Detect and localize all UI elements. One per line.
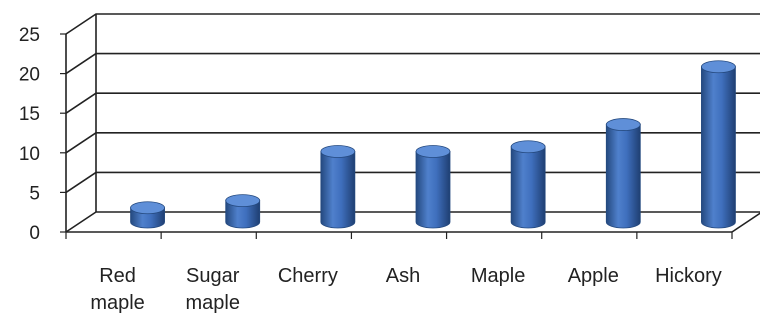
bar-body: [225, 200, 261, 229]
bar: [130, 201, 165, 229]
x-category-label: Cherry: [278, 265, 338, 287]
gridline: [65, 171, 760, 194]
x-category-label: Hickory: [655, 265, 722, 287]
bar-top: [415, 145, 451, 158]
bar-top: [320, 145, 356, 158]
bar-body: [701, 66, 736, 229]
bar-body: [510, 146, 546, 229]
x-category-label: Apple: [568, 265, 619, 287]
x-category-label: Sugar maple: [185, 265, 239, 314]
floor-edge: [731, 212, 760, 233]
gridline: [65, 13, 760, 35]
y-tick-label: 5: [29, 183, 40, 204]
gridline: [65, 92, 760, 114]
gridlines: [65, 13, 760, 233]
bar: [225, 194, 261, 229]
bar-body: [605, 124, 641, 229]
gridline: [65, 211, 760, 233]
axes: [60, 14, 760, 239]
bar-top: [225, 194, 261, 208]
x-category-label: Ash: [386, 265, 420, 287]
bar-body: [320, 151, 356, 229]
y-tick-label: 0: [29, 223, 40, 244]
gridline: [65, 52, 760, 75]
y-tick-label: 10: [19, 144, 40, 165]
bars: [130, 60, 736, 229]
bar-body: [415, 151, 451, 229]
y-tick-label: 20: [19, 65, 40, 86]
labels: 0 5 10 15 20 25 Red maple Sugar maple Cherry Ash Map…: [19, 25, 722, 314]
x-category-label: Maple: [471, 265, 525, 287]
bar-top: [510, 140, 546, 154]
bar: [320, 145, 356, 229]
bar-top: [130, 201, 165, 215]
bar-top: [701, 60, 736, 74]
bar-top: [605, 118, 641, 131]
gridline: [65, 132, 760, 154]
x-category-label: Red maple: [90, 265, 144, 314]
bar: [701, 60, 736, 229]
bar: [510, 140, 546, 229]
bar: [605, 118, 641, 229]
bar: [415, 145, 451, 229]
y-tick-label: 15: [19, 104, 40, 125]
y-tick-label: 25: [19, 25, 40, 46]
